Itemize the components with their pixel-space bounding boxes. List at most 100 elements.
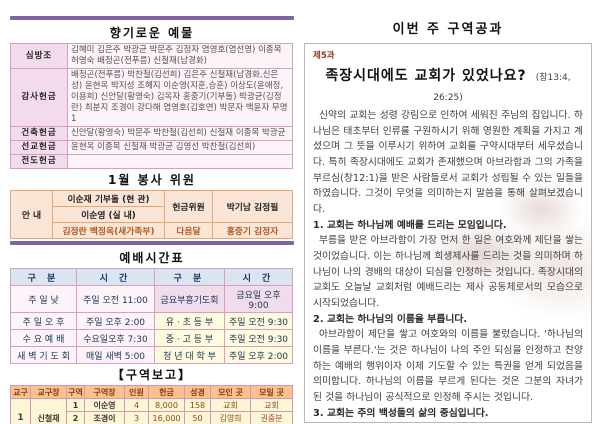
schedule-cell: 금요부흥기도회 [154, 285, 225, 314]
lesson-title-row: 족장시대에도 교회가 있었나요? (창13:4, 26:25) [313, 65, 583, 104]
table-row: 1 신철재 1 이순영 4 8,000 158 교회 교회 [10, 398, 293, 424]
report-header: 구역장 [84, 385, 125, 400]
schedule-table: 구 분 시 간 구 분 시 간 주 일 낮 주일 오전 11:00 금요부흥기도… [10, 268, 293, 365]
schedule-header: 구 분 [10, 268, 77, 287]
schedule-cell: 새 벽 기 도 회 [10, 346, 77, 365]
section-heading-1: 1. 교회는 하나님께 예배를 드리는 모임입니다. [313, 219, 507, 231]
offering-names: 김혜미 김은주 박광균 박문주 김정자 염영호(염선영) 이종목 허영숙 배정곤… [67, 42, 293, 70]
table-row: 전도헌금 [10, 154, 293, 170]
table-row: 구 분 시 간 구 분 시 간 [10, 268, 293, 287]
table-row: 새 벽 기 도 회 매일 새벽 5:00 청 년 대 학 부 주일 오후 2:0… [10, 346, 293, 365]
offering-committee-members: 박기남 김정필 [212, 190, 293, 224]
guide-area: 이순영 (실 내) [52, 206, 165, 224]
guide-area: 김정란 백정옥(새가족부) [52, 222, 165, 240]
report-header: 구역 [66, 385, 85, 400]
schedule-cell: 중 · 고 등 부 [154, 329, 225, 348]
table-row: 건축헌금 신안달(황영숙) 박문주 박찬철(김선희) 신철재 이종목 박광균 [10, 126, 293, 142]
offerings-title: 향기로운 예물 [109, 26, 195, 40]
schedule-cell: 금요일 오후 9:00 [224, 285, 293, 314]
offering-names: 윤현옥 이종목 신철재 박광균 김영선 박찬철(김선희) [67, 140, 293, 156]
report-cell: 신철재 [30, 398, 67, 424]
divider-top [10, 16, 294, 20]
offering-names: 배정곤(전푸름) 박찬철(김선희) 김은주 신철재(남경화,신은성) 윤현옥 박… [67, 68, 293, 128]
schedule-cell: 주일 오전 9:30 [224, 312, 293, 331]
offering-label: 심방조 [10, 42, 68, 70]
lesson-box: 제5과 족장시대에도 교회가 있었나요? (창13:4, 26:25) 신약의 … [304, 43, 592, 423]
report-cell: 16,000 [148, 411, 185, 424]
left-column: 향기로운 예물 심방조 김혜미 김은주 박광균 박문주 김정자 염영호(염선영)… [10, 16, 294, 424]
committee-title: 1월 봉사 위원 [108, 173, 196, 188]
report-header: 교구장 [30, 385, 67, 400]
report-header: 성경 [184, 385, 211, 400]
lesson-title: 족장시대에도 교회가 있었나요? [325, 68, 527, 84]
lesson-intro: 신약의 교회는 성령 강림으로 인하여 세워진 주님의 집입니다. 하나님은 태… [313, 110, 583, 216]
report-header: 모일 곳 [250, 385, 293, 400]
schedule-title: 예배시간표 [119, 251, 185, 266]
table-row: 수 요 예 배 수요일오후 7:30 중 · 고 등 부 주일 오전 9:30 [10, 329, 293, 348]
section-body-3: 창세기 26장25절을 보면 이삭은 아버지 아브라함을 따라서 제단을 쌓고 … [313, 421, 583, 422]
table-row: 2 조경이 3 16,000 50 김영희 권중분 [11, 411, 293, 424]
offerings-table: 심방조 김혜미 김은주 박광균 박문주 김정자 염영호(염선영) 이종목 허영숙… [10, 42, 293, 170]
report-table: 교구 교구장 구역 구역장 인원 헌금 성경 모인 곳 모일 곳 1 신철재 1… [10, 385, 293, 424]
report-header: 모인 곳 [210, 385, 251, 400]
offering-names: 신안달(황영숙) 박문주 박찬철(김선희) 신철재 이종목 박광균 [67, 126, 293, 142]
schedule-cell: 주일 오전 11:00 [76, 285, 155, 314]
schedule-header: 시 간 [224, 268, 293, 287]
schedule-cell: 주 일 낮 [10, 285, 77, 314]
schedule-cell: 주일 오후 2:00 [224, 346, 293, 365]
table-row: 선교헌금 윤현옥 이종목 신철재 박광균 김영선 박찬철(김선희) [10, 140, 293, 156]
report-header: 인원 [124, 385, 149, 400]
offering-names [67, 154, 293, 170]
offering-label: 전도헌금 [10, 154, 68, 170]
report-cell: 158 [184, 398, 211, 413]
offering-label: 건축헌금 [10, 126, 68, 142]
report-cell: 교회 [210, 398, 251, 413]
schedule-cell: 수 요 예 배 [10, 329, 77, 348]
guide-area: 이순재 기부돌 (현 관) [52, 190, 165, 208]
schedule-cell: 주일 오전 9:30 [224, 329, 293, 348]
table-row: 주 일 낮 주일 오전 11:00 금요부흥기도회 금요일 오후 9:00 [10, 285, 293, 314]
report-header: 헌금 [148, 385, 185, 400]
guide-label: 안 내 [10, 190, 53, 240]
table-row: 김정란 백정옥(새가족부) 다음달 홍중기 김정자 [11, 222, 293, 240]
right-column: 이번 주 구역공과 제5과 족장시대에도 교회가 있었나요? (창13:4, 2… [300, 0, 600, 424]
report-cell: 조경이 [84, 411, 125, 424]
report-header: 교구 [10, 385, 31, 400]
report-cell: 1 [10, 398, 31, 424]
report-cell: 권중분 [250, 411, 293, 424]
section-body-1: 부름을 받은 아브라함이 가장 먼저 한 일은 여호와께 제단을 쌓는 것이었습… [313, 235, 583, 310]
next-month-label: 다음달 [164, 222, 213, 240]
table-row: 안 내 이순재 기부돌 (현 관) 헌금위원 박기남 김정필 [10, 190, 293, 240]
report-cell: 2 [66, 411, 85, 424]
schedule-cell: 주일 오후 2:00 [76, 312, 155, 331]
offering-committee-label: 헌금위원 [164, 190, 213, 224]
report-cell: 이순영 [84, 398, 125, 413]
report-cell: 1 [66, 398, 85, 413]
schedule-cell: 청 년 대 학 부 [154, 346, 225, 365]
offering-label: 감사헌금 [10, 68, 68, 128]
report-cell: 교회 [250, 398, 293, 413]
report-cell: 8,000 [148, 398, 185, 413]
section-body-2: 아브라함이 제단을 쌓고 여호와의 이름을 불렀습니다. '하나님의 이름을 부… [313, 329, 583, 404]
offering-label: 선교헌금 [10, 140, 68, 156]
report-cell: 김영희 [210, 411, 251, 424]
lesson-number: 제5과 [313, 51, 335, 61]
schedule-cell: 주 일 오 후 [10, 312, 77, 331]
schedule-cell: 유 · 초 등 부 [154, 312, 225, 331]
schedule-cell: 수요일오후 7:30 [76, 329, 155, 348]
table-row: 교구 교구장 구역 구역장 인원 헌금 성경 모인 곳 모일 곳 [10, 385, 293, 400]
report-cell: 50 [184, 411, 211, 424]
table-row: 감사헌금 배정곤(전푸름) 박찬철(김선희) 김은주 신철재(남경화,신은성) … [10, 68, 293, 128]
report-title: 【구역보고】 [111, 368, 193, 383]
table-row: 이순영 (실 내) [11, 206, 293, 224]
schedule-header: 시 간 [76, 268, 155, 287]
committee-table: 안 내 이순재 기부돌 (현 관) 헌금위원 박기남 김정필 이순영 (실 내)… [10, 190, 293, 240]
lesson-section-title: 이번 주 구역공과 [392, 22, 504, 37]
scripture-reference: (창13:4, 26:25) [433, 73, 571, 103]
table-row: 심방조 김혜미 김은주 박광균 박문주 김정자 염영호(염선영) 이종목 허영숙… [10, 42, 293, 70]
section-heading-2: 2. 교회는 하나님의 이름을 부릅니다. [313, 313, 468, 325]
next-month-members: 홍중기 김정자 [212, 222, 293, 240]
table-row: 주 일 오 후 주일 오후 2:00 유 · 초 등 부 주일 오전 9:30 [10, 312, 293, 331]
report-cell: 4 [124, 398, 149, 413]
